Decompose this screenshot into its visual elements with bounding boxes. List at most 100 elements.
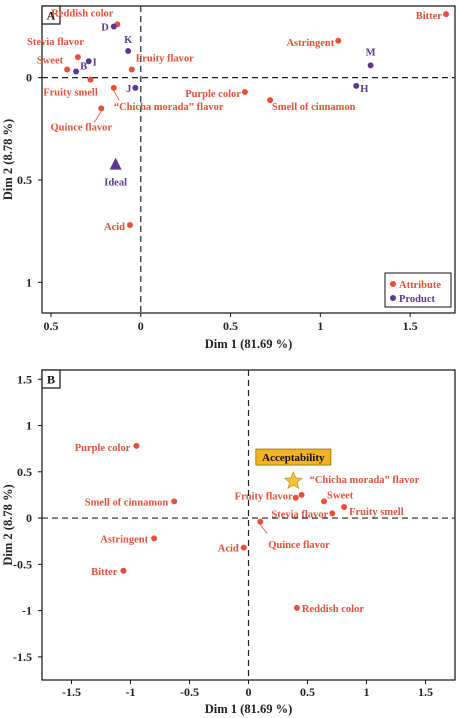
panel-a-product-k-point: K: [124, 35, 133, 55]
panel-a-xtick-label: 0.5: [43, 319, 58, 333]
panel-a-attribute-chicha-morada-flavor-point: “Chicha morada” flavor: [110, 84, 224, 113]
panel-a-attribute-bitter-marker: [443, 11, 450, 18]
panel-b-attribute-purple-color-point: Purple color: [75, 442, 140, 454]
panel-b-attribute-astringent-label: Astringent: [100, 534, 148, 545]
panel-b-attribute-fruity-flavor-label: Fruity flavor: [235, 492, 293, 503]
panel-a-attribute-fruity-smell-marker: [87, 76, 94, 83]
panel-b-attribute-stevia-flavor-marker: [329, 510, 336, 517]
panel-b-attribute-fruity-smell-marker: [341, 503, 348, 510]
panel-b-y-axis-title: Dim 2 (8.78 %): [1, 484, 15, 565]
panel-b-acceptability-acceptability-label: Acceptability: [262, 452, 325, 464]
panel-b-attribute-acid-label: Acid: [218, 544, 239, 555]
panel-a-attribute-fruity-flavor-marker: [128, 66, 135, 73]
panel-b-attribute-fruity-smell-point: Fruity smell: [341, 503, 404, 518]
panel-b-attribute-reddish-color-point: Reddish color: [293, 604, 364, 615]
panel-b-attribute-smell-of-cinnamon-marker: [171, 498, 178, 505]
panel-b-attribute-quince-flavor-point: Quince flavor: [257, 518, 330, 551]
panel-b-ytick-label: -1: [22, 604, 32, 618]
panel-a-ytick-label: 0.5: [17, 173, 32, 187]
panel-b-acceptability-acceptability-label-box: [255, 448, 332, 466]
panel-b-ytick-label: 0: [26, 511, 32, 525]
panel-a-legend-label-product: Product: [399, 294, 435, 305]
panel-a-product-b-point: B: [73, 61, 87, 75]
panel-a-attribute-fruity-flavor-label: Fruity flavor: [136, 53, 194, 64]
panel-b-attribute-bitter-label: Bitter: [91, 567, 118, 578]
panel-b-attribute-fruity-flavor-marker: [292, 494, 299, 501]
panel-b-attribute-fruity-flavor-point: Fruity flavor: [235, 492, 299, 503]
panel-a: A 0.5 0 0.5 1 1.5 0 0.5 1 Dim 1 (81.69 %) Dim 2 (8…: [1, 5, 456, 351]
panel-a-product-k-label: K: [124, 35, 133, 46]
panel-b-ytick-label: -1.5: [13, 650, 32, 664]
panel-b-pointer-quince-flavor: [259, 524, 268, 535]
panel-a-attribute-quince-flavor-point: Quince flavor: [50, 105, 112, 133]
panel-b-attribute-smell-of-cinnamon-label: Smell of cinnamon: [85, 497, 169, 508]
panel-b-xtick-label: 0.5: [300, 685, 315, 699]
panel-b-attribute-smell-of-cinnamon-point: Smell of cinnamon: [85, 497, 178, 508]
panel-a-product-d-label: D: [101, 22, 109, 33]
panel-a-product-m-marker: [367, 62, 374, 69]
panel-a-attribute-sweet-label: Sweet: [37, 55, 64, 66]
panel-b-acceptability-acceptability-point: Acceptability: [255, 448, 332, 490]
panel-a-ideal-ideal-label: Ideal: [104, 178, 127, 189]
panel-b-attribute-reddish-color-label: Reddish color: [302, 604, 364, 615]
panel-b-ytick-label: 1: [26, 419, 32, 433]
panel-a-attribute-astringent-point: Astringent: [286, 37, 342, 49]
panel-a-legend-marker-product: [390, 295, 396, 301]
panel-a-attribute-chicha-morada-flavor-label: “Chicha morada” flavor: [114, 102, 224, 113]
panel-a-attribute-acid-marker: [126, 221, 133, 228]
panel-b-attribute-bitter-point: Bitter: [91, 567, 127, 578]
panel-a-attribute-sweet-point: Sweet: [37, 55, 71, 73]
panel-b-letter: B: [41, 369, 61, 389]
panel-b-attribute-purple-color-label: Purple color: [75, 443, 131, 454]
panel-a-frame: [41, 5, 456, 314]
panel-b-attribute-stevia-flavor-point: Stevia flavor: [271, 509, 336, 520]
panel-a-y-axis-title: Dim 2 (8.78 %): [1, 119, 15, 200]
panel-a-xtick-label: 1: [317, 319, 323, 333]
panel-b-attribute-chicha-morada-flavor-marker: [298, 491, 305, 498]
panel-b-xtick-label: 1.5: [418, 685, 433, 699]
panel-b-xtick-label: -1: [126, 685, 136, 699]
panel-a-x-axis-title: Dim 1 (81.69 %): [205, 337, 293, 351]
panel-a-product-b-label: B: [80, 61, 87, 72]
panel-a-attribute-fruity-flavor-point: Fruity flavor: [128, 53, 194, 73]
panel-a-attribute-smell-of-cinnamon-label: Smell of cinnamon: [272, 102, 356, 113]
panel-b-attribute-stevia-flavor-label: Stevia flavor: [271, 509, 328, 520]
panel-b: B -1.5 -1 -0.5 0 0.5 1 1.5 1.5 1 0.5 0 -0.5 -1 -1.5 Dim…: [1, 369, 456, 716]
panel-b-attribute-quince-flavor-marker: [257, 518, 264, 525]
panel-a-attribute-quince-flavor-marker: [98, 105, 105, 112]
panel-a-attribute-smell-of-cinnamon-marker: [267, 97, 274, 104]
panel-b-acceptability-acceptability-marker: [283, 470, 303, 490]
panel-a-product-h-marker: [353, 82, 360, 89]
panel-a-attribute-smell-of-cinnamon-point: Smell of cinnamon: [267, 97, 356, 113]
panel-a-letter: A: [41, 5, 61, 25]
panel-a-letter-box: [41, 5, 61, 25]
panel-b-xtick-label: 1: [364, 685, 370, 699]
panel-a-attribute-stevia-flavor-label: Stevia flavor: [27, 37, 84, 48]
panel-b-ytick-label: -0.5: [13, 557, 32, 571]
panel-b-xtick-label: -0.5: [180, 685, 199, 699]
panel-a-attribute-stevia-flavor-point: Stevia flavor: [27, 37, 84, 61]
panel-a-product-m-point: M: [366, 47, 376, 69]
panel-a-attribute-bitter-label: Bitter: [416, 11, 443, 22]
panel-a-product-j-label: J: [126, 84, 131, 95]
panel-a-letter-text: A: [47, 9, 56, 23]
panel-a-product-h-point: H: [353, 82, 368, 95]
panel-a-product-i-label: I: [93, 57, 97, 68]
panel-a-attribute-fruity-smell-label: Fruity smell: [43, 88, 98, 99]
panel-a-pointer-chicha-morada-flavor: [113, 90, 120, 101]
panel-a-product-i-point: I: [85, 57, 97, 68]
panel-b-attribute-purple-color-marker: [133, 442, 140, 449]
panel-a-product-k-marker: [125, 48, 132, 55]
panel-a-pointer-quince-flavor: [93, 111, 102, 123]
panel-b-ytick-label: 0.5: [17, 465, 32, 479]
panel-b-attribute-bitter-marker: [120, 567, 127, 574]
panel-a-attribute-purple-color-marker: [241, 88, 248, 95]
panel-b-attribute-astringent-point: Astringent: [100, 534, 158, 545]
panel-b-attribute-sweet-label: Sweet: [327, 490, 354, 501]
panel-a-attribute-acid-label: Acid: [104, 222, 125, 233]
panel-a-ideal-ideal-point: Ideal: [104, 157, 127, 189]
panel-a-ytick-label: 1: [26, 275, 32, 289]
panel-a-attribute-bitter-point: Bitter: [416, 11, 450, 22]
panel-a-product-b-marker: [73, 68, 80, 75]
panel-a-attribute-sweet-marker: [64, 66, 71, 73]
